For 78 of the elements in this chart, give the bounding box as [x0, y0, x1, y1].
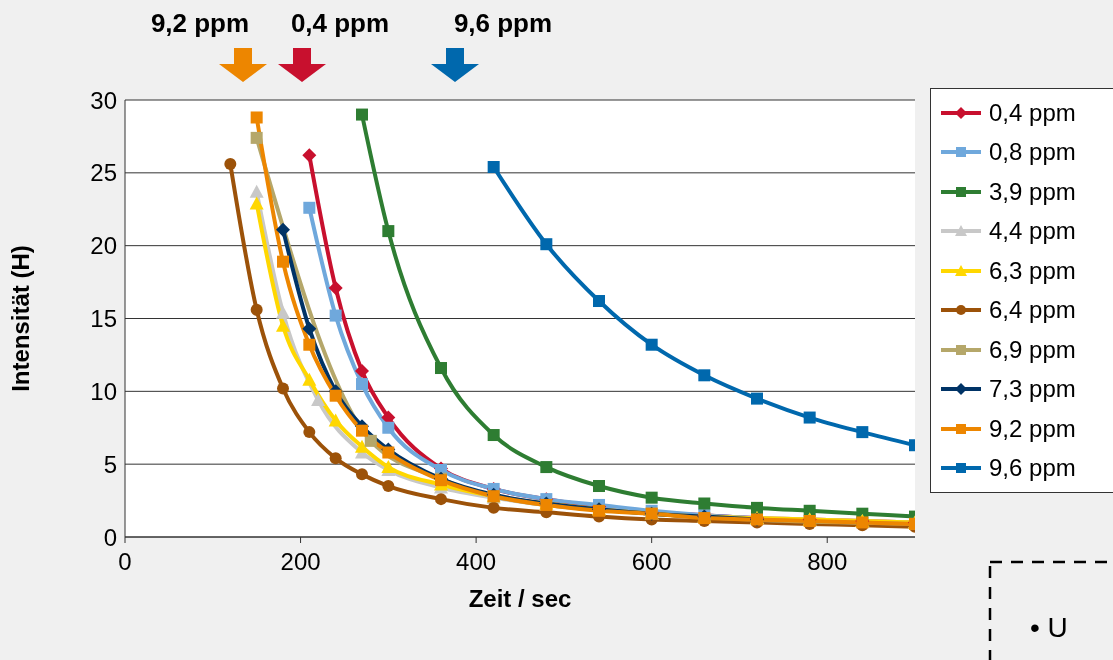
point: [487, 161, 500, 174]
point: [329, 452, 342, 465]
point: [276, 305, 290, 319]
point: [302, 372, 317, 386]
y-axis-title: Intensität (H): [6, 245, 34, 392]
point: [277, 382, 289, 395]
point: [355, 439, 369, 453]
y-tick-label: 10: [90, 377, 117, 405]
point: [751, 392, 763, 405]
point: [382, 225, 395, 238]
x-tick-label: 400: [456, 548, 497, 576]
point: [249, 184, 264, 198]
text: 9,2 ppm: [150, 8, 250, 38]
point: [593, 295, 605, 308]
legend-label: 6,4 ppm: [989, 296, 1076, 325]
point: [540, 238, 553, 251]
point: [698, 497, 711, 510]
point: [487, 429, 500, 442]
point: [303, 426, 316, 439]
point: [356, 108, 368, 121]
point: [435, 493, 447, 506]
legend-label: 9,2 ppm: [989, 414, 1076, 443]
point: [856, 426, 869, 439]
legend-label: 0,8 ppm: [989, 138, 1076, 167]
y-tick-label: 15: [90, 305, 117, 333]
point: [249, 196, 264, 210]
y-tick-label: 0: [103, 523, 117, 551]
point: [645, 338, 658, 351]
point: [250, 131, 263, 144]
point: [303, 201, 316, 214]
point: [302, 321, 317, 336]
point: [593, 480, 605, 493]
x-tick-label: 600: [631, 548, 672, 576]
point: [250, 303, 263, 316]
point: [540, 461, 553, 474]
point: [356, 468, 368, 481]
point: [224, 158, 237, 171]
point: [356, 424, 368, 437]
point: [277, 255, 289, 268]
text: 0,4 ppm: [290, 8, 390, 38]
point: [302, 148, 317, 163]
point: [487, 501, 500, 514]
legend-label: 3,9 ppm: [989, 177, 1076, 206]
point: [645, 491, 658, 504]
text: • U: [1030, 612, 1068, 643]
point: [303, 338, 316, 351]
legend-label: 6,3 ppm: [989, 256, 1076, 285]
point: [328, 280, 343, 295]
point: [356, 378, 368, 391]
x-tick-label: 200: [280, 548, 321, 576]
x-axis-title: Zeit / sec: [468, 585, 572, 612]
legend-label: 6,9 ppm: [989, 335, 1076, 364]
text: 9,6 ppm: [453, 8, 553, 38]
point: [382, 446, 395, 459]
point: [329, 389, 342, 402]
point: [311, 393, 326, 407]
point: [250, 111, 263, 124]
point: [435, 362, 447, 375]
legend-label: 0,4 ppm: [989, 98, 1076, 127]
point: [276, 222, 290, 237]
point: [698, 369, 711, 382]
point: [382, 421, 395, 434]
point: [328, 413, 343, 427]
x-tick-label: 800: [807, 548, 848, 576]
y-tick-label: 20: [90, 232, 117, 260]
y-tick-label: 30: [90, 86, 117, 114]
legend-label: 9,6 ppm: [989, 454, 1076, 483]
point: [803, 411, 816, 424]
legend-label: 4,4 ppm: [989, 217, 1076, 246]
y-tick-label: 25: [90, 159, 117, 187]
y-tick-label: 5: [103, 450, 117, 478]
point: [329, 309, 342, 322]
legend-label: 7,3 ppm: [989, 375, 1076, 404]
point: [276, 318, 290, 332]
point: [364, 434, 377, 447]
point: [355, 363, 369, 378]
point: [751, 501, 763, 514]
point: [382, 480, 395, 493]
